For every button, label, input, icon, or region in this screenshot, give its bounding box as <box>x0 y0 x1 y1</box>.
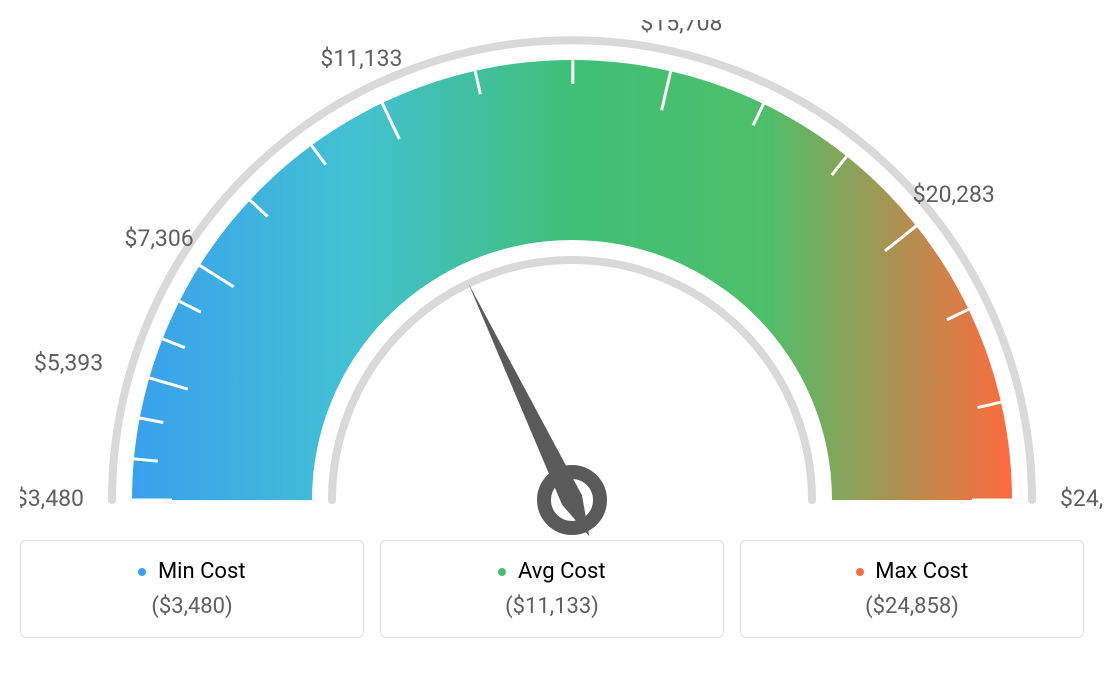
legend-min-value: ($3,480) <box>33 594 351 619</box>
legend-min-dot-icon <box>138 568 146 576</box>
gauge-tick-label: $5,393 <box>34 350 103 377</box>
gauge-tick-label: $24,858 <box>1060 485 1104 512</box>
legend-avg: Avg Cost ($11,133) <box>380 540 724 638</box>
legend-avg-label: Avg Cost <box>518 559 606 584</box>
legend-avg-title: Avg Cost <box>393 559 711 584</box>
legend-max-title: Max Cost <box>753 559 1071 584</box>
legend-row: Min Cost ($3,480) Avg Cost ($11,133) Max… <box>20 540 1084 638</box>
gauge-needle <box>468 283 589 536</box>
legend-max-value: ($24,858) <box>753 594 1071 619</box>
legend-avg-value: ($11,133) <box>393 594 711 619</box>
legend-max-dot-icon <box>856 568 864 576</box>
gauge-tick-label: $15,708 <box>640 20 722 36</box>
legend-max: Max Cost ($24,858) <box>740 540 1084 638</box>
legend-avg-dot-icon <box>498 568 506 576</box>
legend-min: Min Cost ($3,480) <box>20 540 364 638</box>
gauge-tick-label: $3,480 <box>20 485 84 512</box>
legend-min-label: Min Cost <box>158 559 246 584</box>
cost-gauge-chart: $3,480$5,393$7,306$11,133$15,708$20,283$… <box>20 20 1084 540</box>
gauge-tick-label: $20,283 <box>913 181 995 208</box>
legend-min-title: Min Cost <box>33 559 351 584</box>
gauge-tick-label: $7,306 <box>125 225 194 252</box>
legend-max-label: Max Cost <box>875 559 968 584</box>
gauge-tick-label: $11,133 <box>320 45 402 72</box>
